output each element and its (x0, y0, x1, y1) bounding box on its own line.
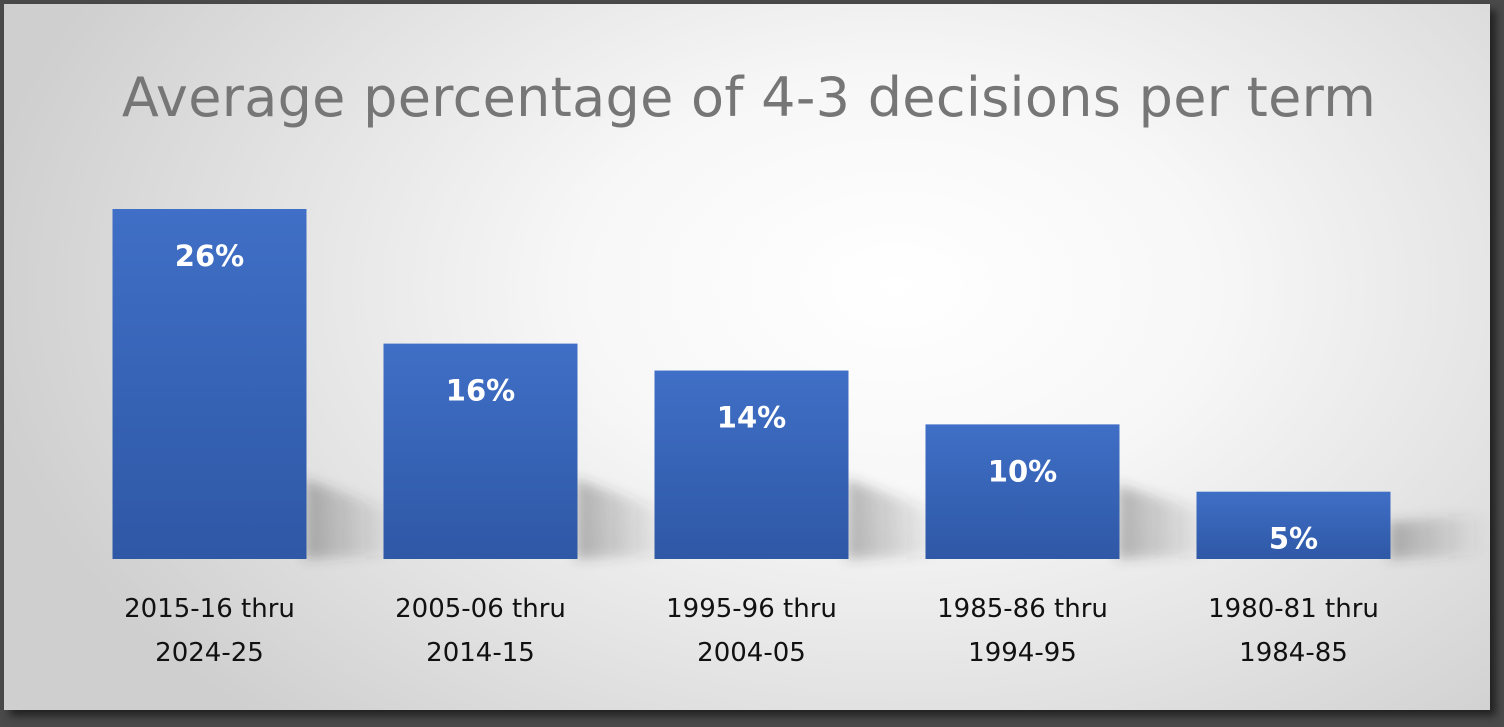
bar (654, 370, 849, 559)
x-tick-label: 2014-15 (426, 638, 535, 668)
bar-data-label: 14% (717, 401, 786, 435)
x-tick-label: 2015-16 thru (124, 594, 295, 624)
bar-shadow (1388, 514, 1486, 559)
bar-shadow (304, 479, 402, 559)
x-tick-label: 2005-06 thru (395, 594, 566, 624)
bar-data-label: 16% (446, 374, 515, 408)
chart-plot: 26% 16% 14% 10% 5% 2015-16 thru 2024-25 2005-0… (112, 209, 1486, 668)
bar-shadow (846, 479, 944, 559)
x-axis-tick-labels: 2015-16 thru 2024-25 2005-06 thru 2014-15 19… (124, 594, 1379, 668)
bar-data-label: 26% (175, 239, 244, 273)
bars (112, 209, 1391, 559)
x-tick-label: 2024-25 (155, 638, 264, 668)
bar (112, 209, 307, 559)
x-tick-label: 1980-81 thru (1208, 594, 1379, 624)
chart-title: Average percentage of 4-3 decisions per … (121, 66, 1377, 129)
bar (925, 424, 1120, 559)
data-labels: 26% 16% 14% 10% 5% (175, 239, 1318, 556)
x-tick-label: 1995-96 thru (666, 594, 837, 624)
chart-panel: Average percentage of 4-3 decisions per … (4, 4, 1490, 710)
x-tick-label: 1985-86 thru (937, 594, 1108, 624)
x-tick-label: 1994-95 (968, 638, 1077, 668)
bar-shadow (575, 479, 673, 559)
bar (383, 343, 578, 559)
x-tick-label: 1984-85 (1239, 638, 1348, 668)
bar-shadow (1117, 484, 1215, 559)
x-tick-label: 2004-05 (697, 638, 806, 668)
bar (1196, 491, 1391, 559)
bar-shadows (304, 479, 1486, 559)
bar-data-label: 10% (988, 454, 1057, 488)
bar-data-label: 5% (1269, 522, 1318, 556)
